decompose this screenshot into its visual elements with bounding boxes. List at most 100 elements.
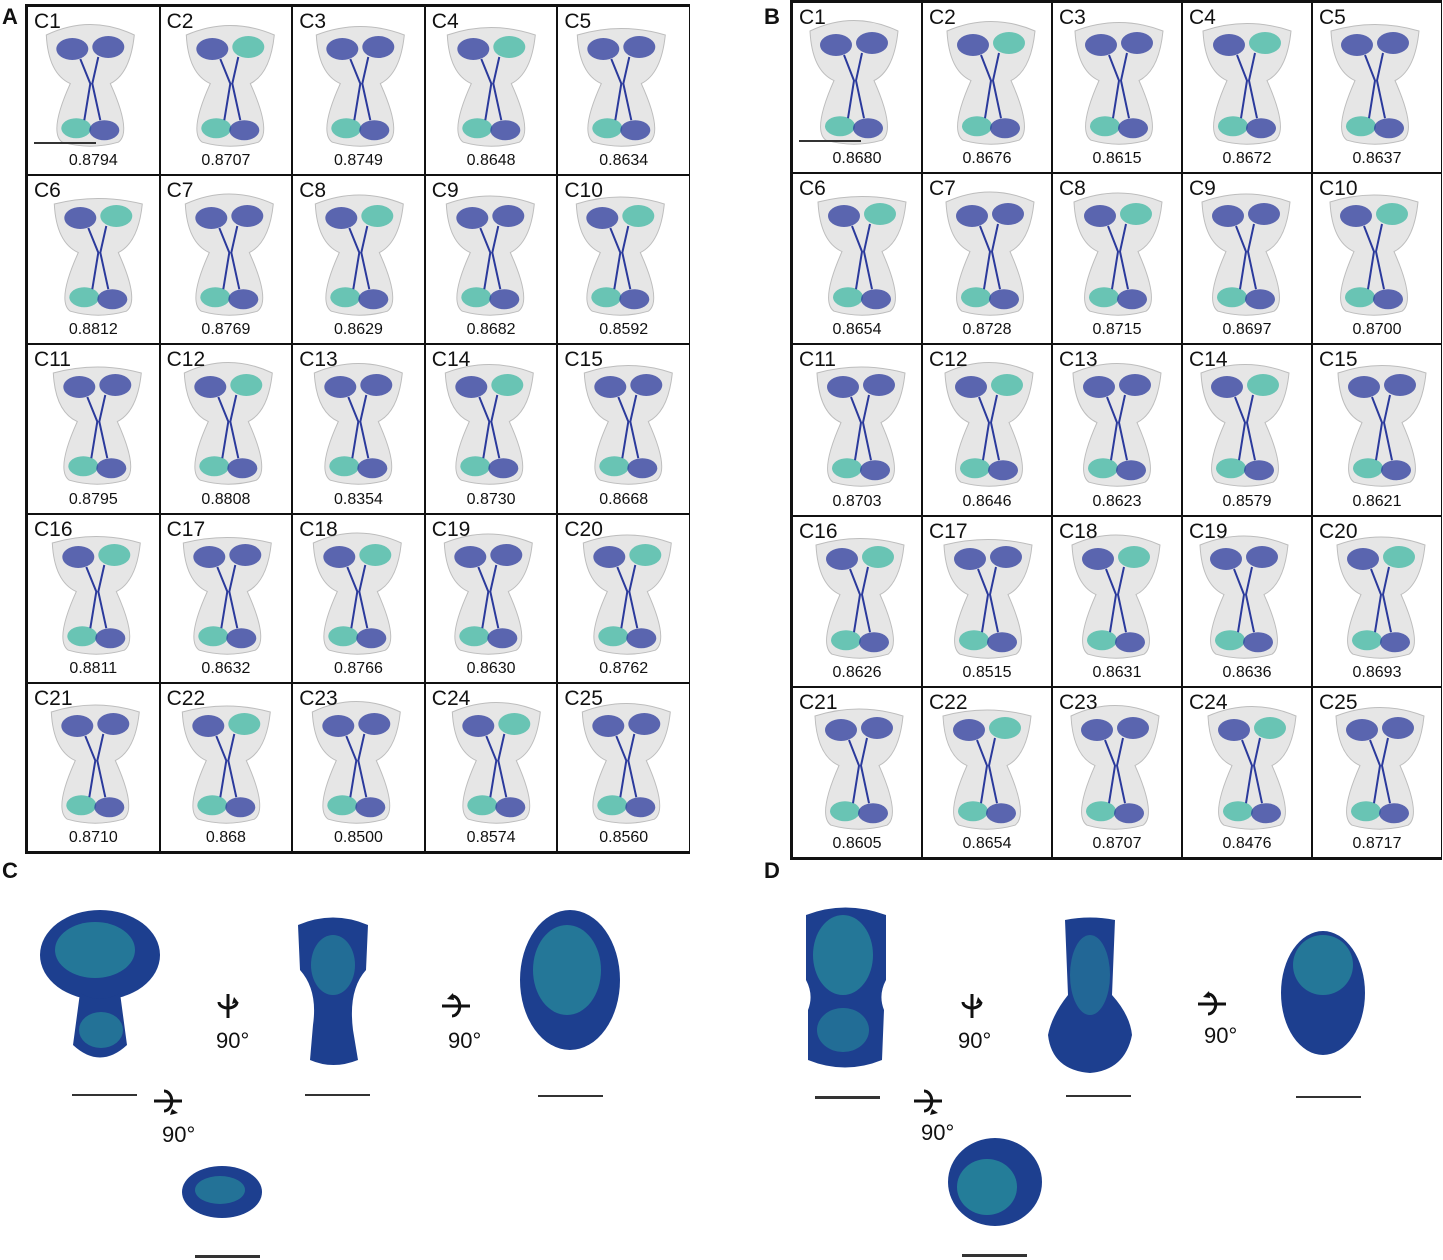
cluster-label: C6 bbox=[34, 179, 61, 203]
cluster-cell: C24 0.8574 bbox=[424, 682, 558, 852]
cluster-label: C18 bbox=[299, 517, 338, 541]
density-map-illustration bbox=[52, 366, 142, 486]
panel-c-scale-bar-4 bbox=[195, 1255, 260, 1258]
density-map-illustration bbox=[45, 24, 135, 147]
cluster-label: C4 bbox=[431, 10, 459, 33]
cluster-score: 0.8626 bbox=[832, 663, 882, 681]
density-map-illustration bbox=[183, 362, 273, 486]
density-map-illustration bbox=[181, 705, 271, 824]
density-map-illustration bbox=[582, 702, 672, 824]
cluster-label: C20 bbox=[564, 517, 603, 541]
cluster-cell: C23 0.8500 bbox=[292, 682, 425, 852]
density-map-illustration bbox=[584, 365, 674, 486]
density-map-illustration bbox=[1202, 23, 1292, 145]
cluster-label: C20 bbox=[1319, 519, 1358, 543]
panel-letter-b: B bbox=[764, 4, 780, 29]
panel-d-view-top bbox=[948, 1138, 1042, 1226]
cluster-cell: C25 0.8560 bbox=[557, 682, 690, 852]
cluster-score: 0.8717 bbox=[1352, 834, 1402, 852]
panel-d-angle-2: 90° bbox=[1204, 1023, 1238, 1048]
cluster-cell: C16 0.8626 bbox=[792, 515, 922, 687]
rotate-horizontal-icon bbox=[442, 993, 470, 1018]
cluster-cell: C19 0.8636 bbox=[1182, 515, 1312, 687]
cluster-label: C10 bbox=[1319, 177, 1358, 201]
cluster-cell: C6 0.8654 bbox=[792, 173, 922, 345]
cluster-score: 0.8354 bbox=[334, 490, 383, 508]
density-map-illustration bbox=[444, 364, 534, 486]
cluster-label: C15 bbox=[1319, 348, 1358, 372]
cluster-label: C14 bbox=[431, 348, 471, 372]
density-map-illustration bbox=[313, 363, 404, 486]
cluster-score: 0.8615 bbox=[1092, 150, 1142, 168]
cluster-cell: C6 0.8812 bbox=[27, 175, 160, 345]
panel-c-angle-2: 90° bbox=[448, 1028, 482, 1053]
cluster-score: 0.8500 bbox=[334, 828, 383, 846]
cluster-score: 0.8621 bbox=[1352, 492, 1402, 510]
cluster-score: 0.8682 bbox=[466, 321, 516, 339]
cluster-cell: C16 0.8811 bbox=[27, 513, 160, 683]
cluster-score: 0.8560 bbox=[599, 828, 649, 846]
rotate-tilt-icon bbox=[914, 1089, 942, 1115]
cluster-cell: C15 0.8621 bbox=[1312, 344, 1442, 516]
cluster-cell: C3 0.8615 bbox=[1052, 2, 1182, 174]
cluster-cell: C13 0.8623 bbox=[1052, 344, 1182, 516]
cluster-label: C21 bbox=[34, 686, 73, 710]
panel-c-view-side bbox=[298, 917, 368, 1065]
cluster-label: C17 bbox=[929, 519, 968, 543]
cluster-label: C13 bbox=[1059, 348, 1098, 372]
cluster-label: C18 bbox=[1059, 519, 1098, 543]
density-map-illustration bbox=[1199, 535, 1289, 659]
cluster-score: 0.8515 bbox=[962, 663, 1012, 681]
cluster-cell: C8 0.8629 bbox=[292, 175, 425, 345]
cluster-cell: C2 0.8707 bbox=[159, 6, 293, 176]
panel-c-scale-bar-3 bbox=[538, 1095, 603, 1097]
cluster-cell: C14 0.8579 bbox=[1182, 344, 1312, 516]
cluster-cell: C10 0.8700 bbox=[1312, 173, 1442, 345]
cluster-label: C6 bbox=[799, 177, 826, 201]
cluster-score: 0.8636 bbox=[1222, 663, 1272, 681]
cluster-label: C25 bbox=[564, 686, 603, 710]
cluster-cell: C20 0.8762 bbox=[557, 513, 690, 683]
density-map-illustration bbox=[51, 535, 141, 655]
cluster-score: 0.8794 bbox=[68, 152, 118, 170]
cluster-score: 0.8707 bbox=[1092, 834, 1142, 852]
cluster-score: 0.8762 bbox=[599, 659, 649, 677]
density-map-illustration bbox=[944, 362, 1034, 488]
cluster-score: 0.8637 bbox=[1352, 150, 1402, 168]
cluster-label: C7 bbox=[166, 179, 194, 203]
cluster-label: C24 bbox=[431, 686, 471, 710]
density-map-illustration bbox=[1335, 706, 1425, 830]
cluster-cell: C4 0.8672 bbox=[1182, 2, 1312, 174]
cluster-score: 0.8769 bbox=[201, 321, 251, 339]
cluster-score: 0.8634 bbox=[599, 152, 649, 170]
density-map-illustration bbox=[1337, 365, 1427, 488]
cluster-label: C12 bbox=[166, 348, 206, 372]
density-map-illustration bbox=[446, 27, 536, 147]
cluster-label: C23 bbox=[299, 686, 338, 710]
rotate-vertical-icon bbox=[961, 994, 983, 1018]
density-map-illustration bbox=[576, 196, 666, 316]
cluster-label: C10 bbox=[564, 179, 603, 203]
cluster-label: C5 bbox=[564, 10, 592, 33]
cluster-label: C9 bbox=[431, 179, 459, 203]
cluster-label: C22 bbox=[929, 690, 968, 714]
panel-letter-a: A bbox=[2, 4, 18, 29]
cluster-cell: C11 0.8795 bbox=[27, 344, 160, 514]
cluster-cell: C9 0.8697 bbox=[1182, 173, 1312, 345]
cluster-score: 0.8676 bbox=[962, 150, 1012, 168]
cluster-cell: C15 0.8668 bbox=[557, 344, 690, 514]
density-map-illustration bbox=[1073, 192, 1163, 316]
cluster-label: C3 bbox=[299, 10, 327, 33]
rotate-horizontal-icon bbox=[1198, 991, 1226, 1016]
density-map-illustration bbox=[314, 194, 405, 316]
density-map-illustration bbox=[312, 532, 403, 655]
cluster-score: 0.8730 bbox=[466, 490, 516, 508]
cluster-cell: C17 0.8515 bbox=[922, 515, 1052, 687]
cluster-label: C19 bbox=[1189, 519, 1228, 543]
cluster-cell: C20 0.8693 bbox=[1312, 515, 1442, 687]
rotate-tilt-icon bbox=[154, 1089, 182, 1115]
cluster-score: 0.8632 bbox=[201, 659, 251, 677]
panel-d-scale-bar-2 bbox=[1066, 1095, 1131, 1097]
cluster-label: C2 bbox=[929, 6, 956, 29]
cluster-score: 0.8728 bbox=[962, 321, 1012, 339]
